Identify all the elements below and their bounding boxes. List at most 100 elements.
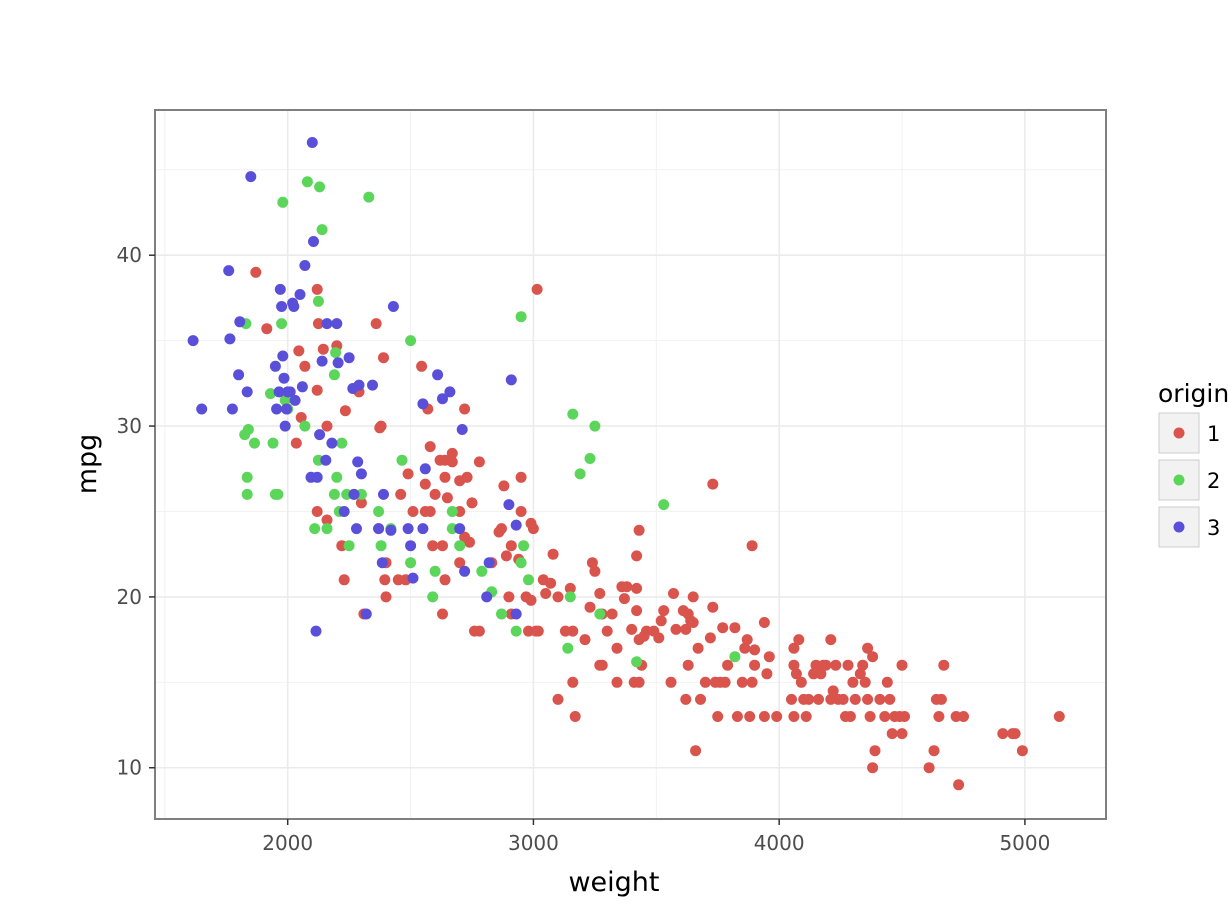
points-layer <box>187 137 1065 791</box>
data-point-origin-2 <box>241 471 253 483</box>
data-point-origin-1 <box>761 668 773 680</box>
data-point-origin-1 <box>665 676 677 688</box>
data-point-origin-2 <box>277 196 289 208</box>
data-point-origin-3 <box>326 437 338 449</box>
data-point-origin-1 <box>717 622 729 634</box>
legend-title: origin <box>1158 379 1228 408</box>
data-point-origin-2 <box>276 318 288 330</box>
data-point-origin-1 <box>867 651 879 663</box>
data-point-origin-1 <box>321 420 333 432</box>
data-point-origin-1 <box>631 605 643 617</box>
major-grid <box>155 110 1106 819</box>
data-point-origin-3 <box>417 523 429 535</box>
data-point-origin-1 <box>857 659 869 671</box>
data-point-origin-2 <box>363 191 375 203</box>
data-point-origin-1 <box>744 711 756 722</box>
data-point-origin-1 <box>788 642 800 654</box>
data-point-origin-3 <box>233 369 245 381</box>
data-point-origin-1 <box>579 634 591 646</box>
data-point-origin-1 <box>311 283 323 295</box>
data-point-origin-1 <box>419 478 431 490</box>
data-point-origin-2 <box>336 437 348 449</box>
data-point-origin-1 <box>611 642 623 654</box>
data-point-origin-3 <box>367 379 378 391</box>
data-point-origin-1 <box>658 605 670 617</box>
data-point-origin-1 <box>552 693 564 705</box>
data-point-origin-3 <box>320 454 332 466</box>
data-point-origin-3 <box>223 265 235 277</box>
data-point-origin-1 <box>589 565 601 577</box>
data-point-origin-1 <box>749 659 761 671</box>
data-point-origin-1 <box>311 506 323 517</box>
data-point-origin-2 <box>496 608 507 620</box>
data-point-origin-2 <box>405 557 417 569</box>
data-point-origin-1 <box>758 617 770 628</box>
data-point-origin-1 <box>564 582 576 594</box>
data-point-origin-1 <box>427 540 439 552</box>
data-point-origin-1 <box>601 625 613 637</box>
data-point-origin-1 <box>820 659 832 671</box>
data-point-origin-1 <box>631 550 643 562</box>
data-point-origin-2 <box>405 335 417 347</box>
data-point-origin-1 <box>830 659 842 671</box>
data-point-origin-3 <box>343 352 355 364</box>
data-point-origin-1 <box>758 711 770 722</box>
data-point-origin-2 <box>272 488 284 500</box>
data-point-origin-1 <box>867 762 879 774</box>
x-axis: 2000 3000 4000 5000 <box>262 819 1050 855</box>
data-point-origin-3 <box>360 608 372 620</box>
data-point-origin-3 <box>288 301 300 312</box>
data-point-origin-3 <box>277 350 289 362</box>
data-point-origin-3 <box>224 333 236 345</box>
data-point-origin-1 <box>496 523 507 535</box>
legend-key-dot <box>1173 474 1185 486</box>
y-axis-title: mpg <box>72 434 103 495</box>
data-point-origin-2 <box>584 453 596 464</box>
data-point-origin-1 <box>293 345 305 357</box>
data-point-origin-1 <box>655 615 667 627</box>
data-point-origin-1 <box>935 693 947 705</box>
data-point-origin-1 <box>621 581 633 593</box>
data-point-origin-1 <box>682 659 694 671</box>
data-point-origin-1 <box>899 711 910 722</box>
data-point-origin-2 <box>594 608 606 620</box>
data-point-origin-1 <box>567 625 579 637</box>
data-point-origin-2 <box>396 454 408 466</box>
data-point-origin-3 <box>196 403 208 415</box>
data-point-origin-1 <box>953 779 965 791</box>
data-point-origin-1 <box>847 676 859 688</box>
data-point-origin-1 <box>849 693 861 705</box>
data-point-origin-1 <box>670 623 682 635</box>
data-point-origin-1 <box>459 403 471 415</box>
data-point-origin-3 <box>432 369 444 381</box>
data-point-origin-3 <box>459 565 471 577</box>
plot-panel-background <box>155 110 1106 819</box>
data-point-origin-1 <box>827 685 839 697</box>
data-point-origin-3 <box>241 386 253 398</box>
data-point-origin-1 <box>771 711 783 722</box>
data-point-origin-2 <box>510 625 522 637</box>
data-point-origin-1 <box>1009 728 1021 740</box>
data-point-origin-1 <box>338 574 350 586</box>
data-point-origin-1 <box>680 623 692 635</box>
legend-label: 1 <box>1207 422 1220 446</box>
data-point-origin-1 <box>633 524 645 536</box>
data-point-origin-3 <box>437 393 448 405</box>
data-point-origin-3 <box>352 456 364 468</box>
data-point-origin-2 <box>631 656 643 668</box>
data-point-origin-2 <box>574 468 586 480</box>
data-point-origin-1 <box>1016 745 1028 757</box>
data-point-origin-1 <box>441 492 453 504</box>
data-point-origin-3 <box>308 236 319 247</box>
data-point-origin-3 <box>245 171 257 183</box>
data-point-origin-3 <box>278 372 290 384</box>
data-point-origin-3 <box>373 523 385 535</box>
data-point-origin-1 <box>317 343 329 355</box>
data-point-origin-2 <box>373 506 385 517</box>
data-point-origin-1 <box>454 557 466 569</box>
data-point-origin-1 <box>739 642 751 654</box>
data-point-origin-1 <box>290 437 302 449</box>
data-point-origin-1 <box>813 693 824 705</box>
data-point-origin-1 <box>567 676 579 688</box>
data-point-origin-2 <box>314 181 326 193</box>
